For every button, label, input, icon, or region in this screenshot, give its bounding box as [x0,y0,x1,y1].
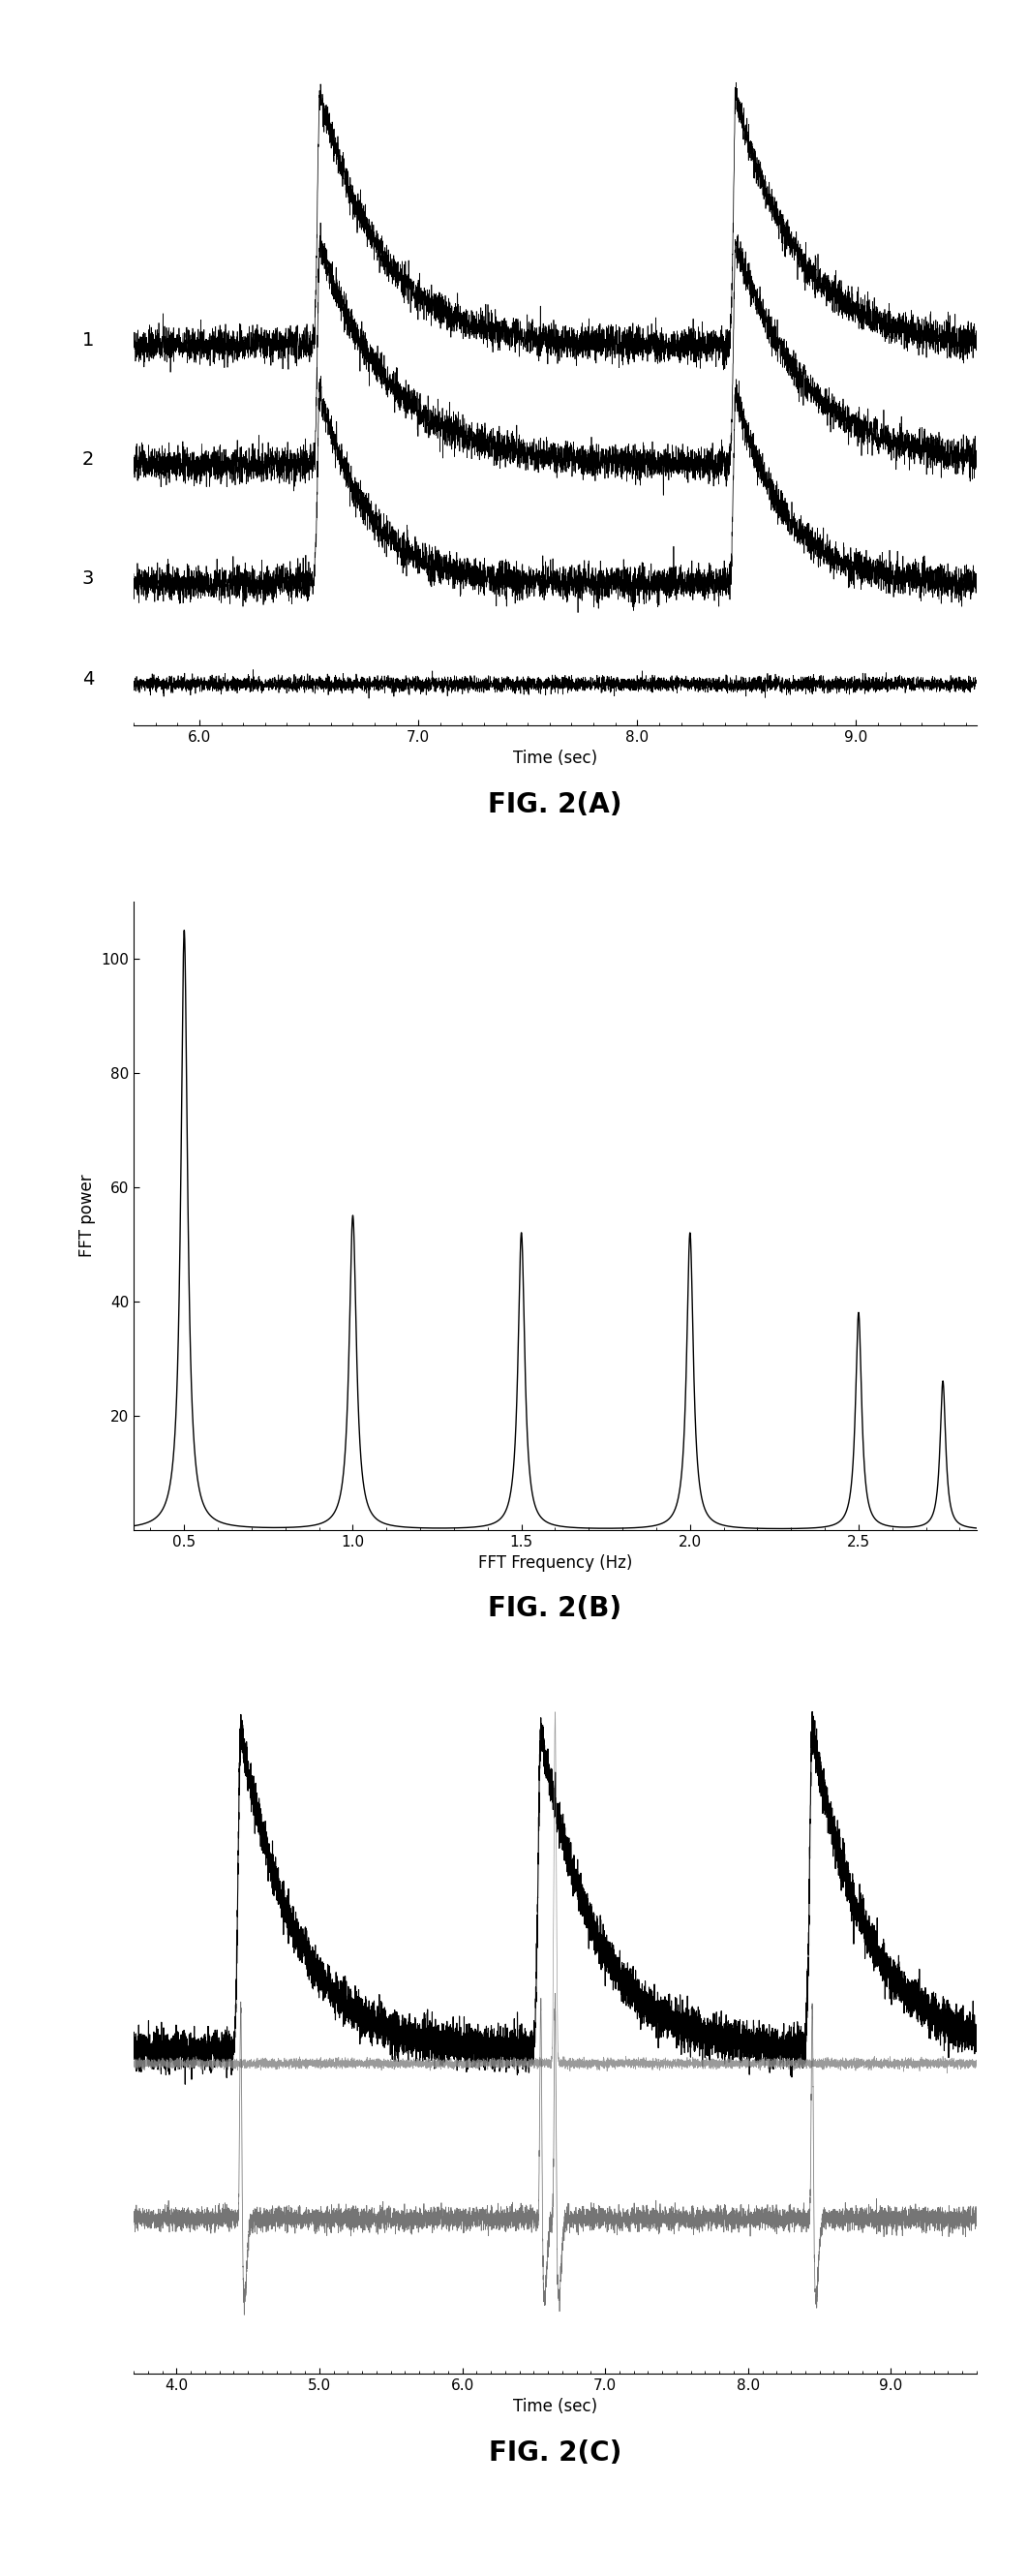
X-axis label: Time (sec): Time (sec) [513,2398,597,2416]
X-axis label: FFT Frequency (Hz): FFT Frequency (Hz) [478,1553,632,1571]
X-axis label: Time (sec): Time (sec) [513,750,597,768]
Text: FIG. 2(A): FIG. 2(A) [488,791,622,819]
Y-axis label: FFT power: FFT power [78,1175,96,1257]
Text: 1: 1 [82,332,95,350]
Text: FIG. 2(B): FIG. 2(B) [488,1595,622,1623]
Text: 2: 2 [82,451,95,469]
Text: 3: 3 [82,569,95,587]
Text: FIG. 2(C): FIG. 2(C) [488,2439,622,2468]
Text: 4: 4 [82,670,95,688]
